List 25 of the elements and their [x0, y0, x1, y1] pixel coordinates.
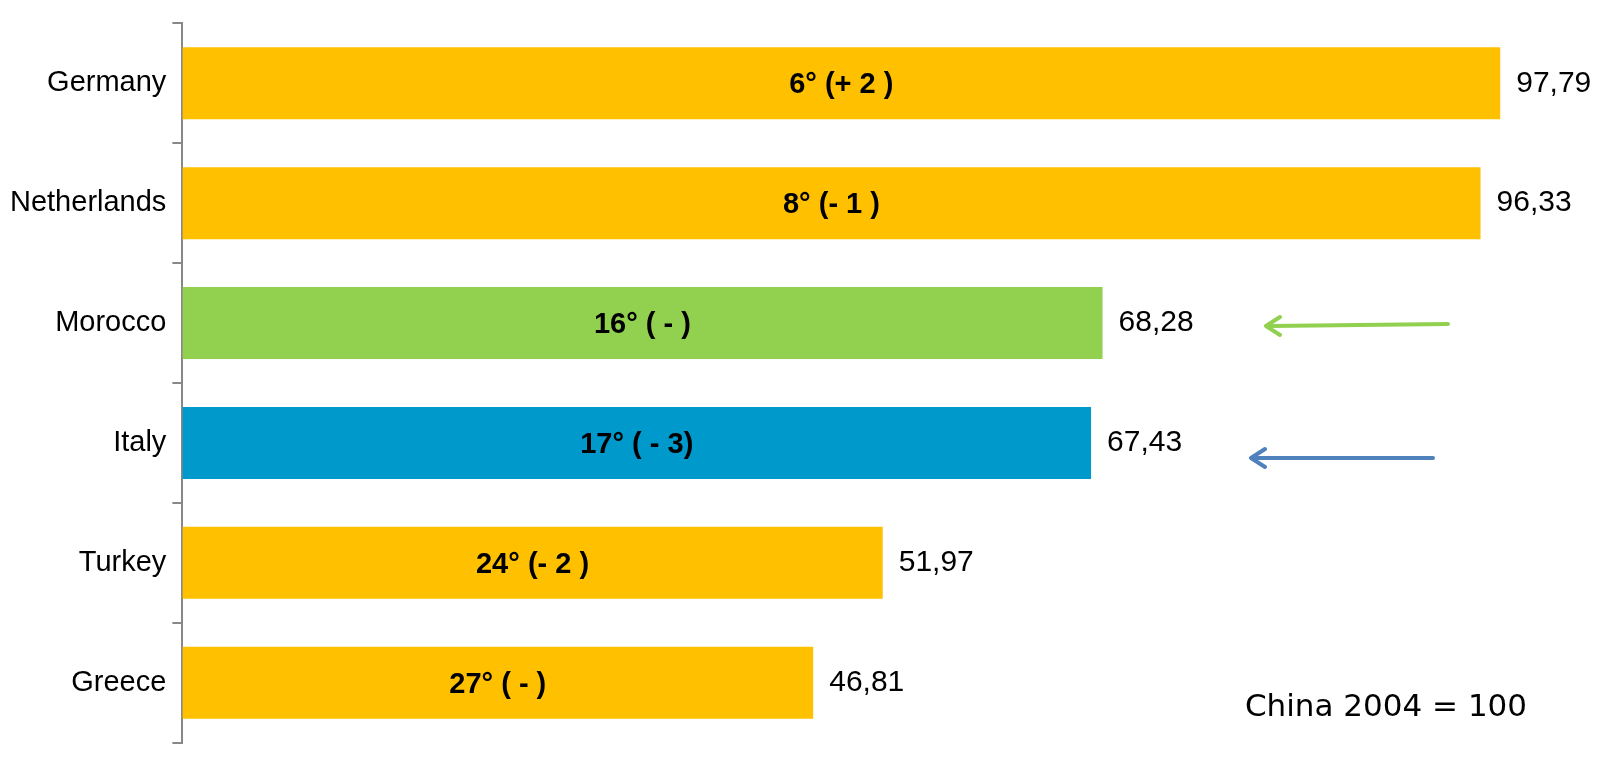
- annotation: 8° (- 1 ): [782, 187, 880, 220]
- annotation: 24° (- 2 ): [475, 546, 590, 579]
- bar: [182, 47, 1501, 120]
- data-label: 96,33: [1496, 184, 1572, 218]
- bar: [182, 287, 1103, 360]
- data-label: 46,81: [829, 663, 905, 697]
- data-label: 51,97: [898, 544, 974, 578]
- bar: [182, 167, 1481, 240]
- annotation: 16° ( - ): [593, 307, 691, 340]
- annotation: 27° ( - ): [449, 666, 547, 699]
- y-tick-label: Italy: [113, 424, 167, 457]
- bar: [182, 406, 1092, 479]
- data-label: 97,79: [1516, 64, 1592, 98]
- y-tick-label: Morocco: [55, 305, 167, 338]
- y-tick-label: Netherlands: [10, 185, 167, 218]
- data-label: 67,43: [1107, 424, 1183, 458]
- bar: [182, 526, 883, 599]
- bar: [182, 646, 814, 719]
- y-tick-label: Turkey: [78, 544, 167, 577]
- y-tick-label: Greece: [71, 664, 167, 697]
- annotation: China 2004 = 100: [1244, 687, 1528, 724]
- y-tick-label: Germany: [47, 65, 167, 98]
- data-label: 68,28: [1118, 304, 1194, 338]
- annotation: 17° ( - 3): [580, 426, 694, 459]
- annotation: 6° (+ 2 ): [789, 67, 894, 100]
